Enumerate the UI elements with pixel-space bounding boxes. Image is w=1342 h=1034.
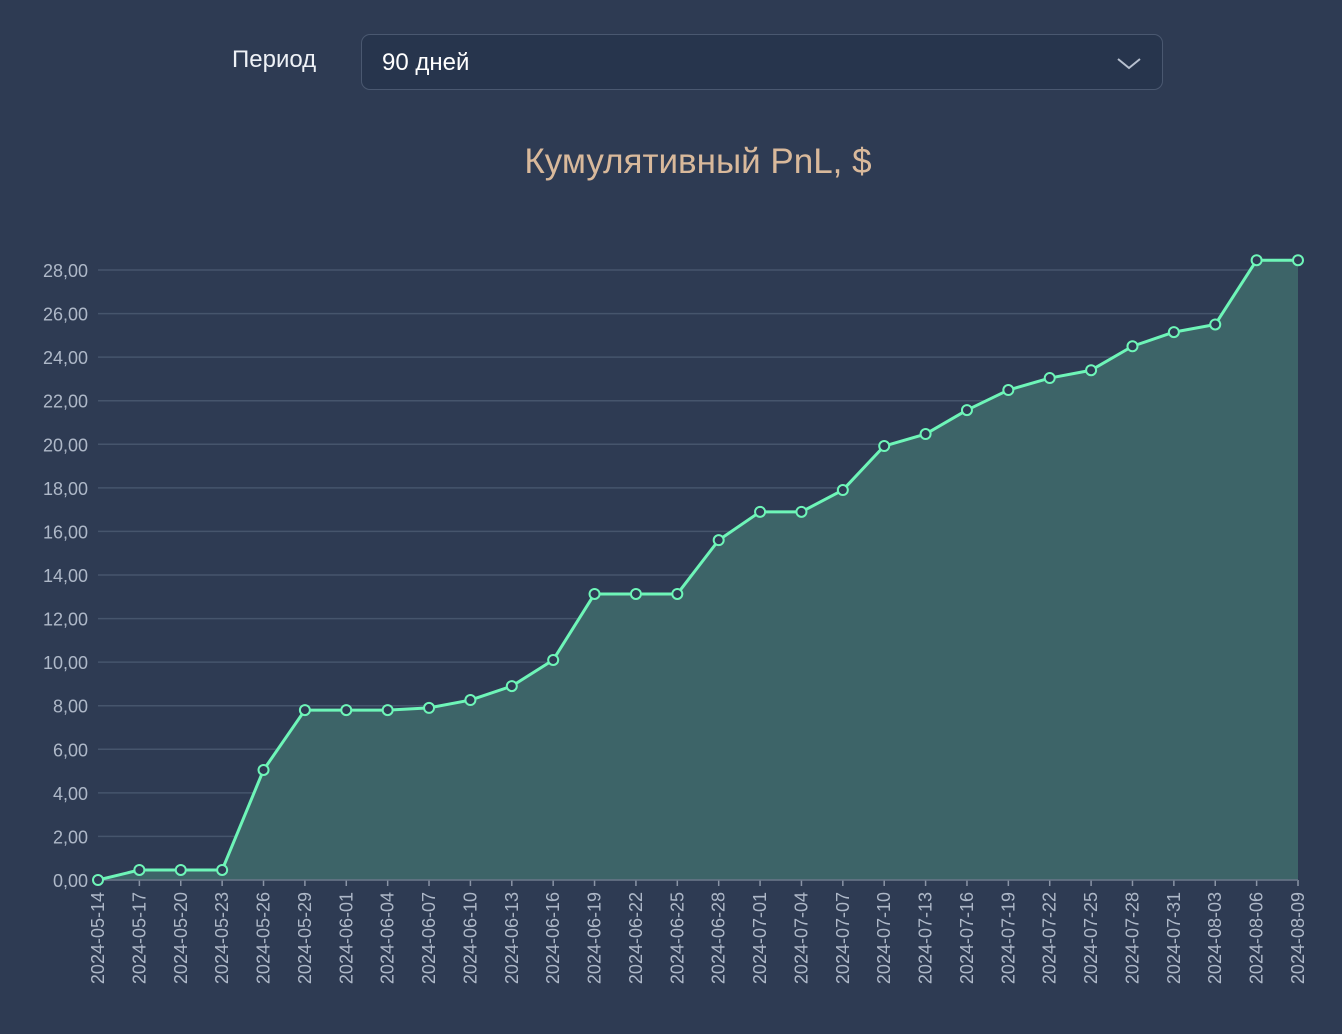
data-point bbox=[340, 704, 353, 717]
x-tick-label: 2024-07-22 bbox=[1040, 892, 1060, 984]
chart-title: Кумулятивный PnL, $ bbox=[524, 142, 872, 181]
y-tick-label: 0,00 bbox=[53, 871, 88, 891]
data-point bbox=[671, 587, 684, 600]
y-tick-label: 8,00 bbox=[53, 697, 88, 717]
data-point bbox=[423, 701, 436, 714]
data-point bbox=[1085, 364, 1098, 377]
data-point bbox=[464, 694, 477, 707]
period-label: Период bbox=[232, 46, 317, 73]
x-tick-label: 2024-07-31 bbox=[1164, 892, 1184, 984]
x-tick-label: 2024-07-28 bbox=[1122, 892, 1142, 984]
period-select-value: 90 дней bbox=[382, 49, 470, 76]
x-tick-label: 2024-07-16 bbox=[957, 892, 977, 984]
y-tick-label: 10,00 bbox=[43, 653, 88, 673]
x-tick-label: 2024-06-28 bbox=[709, 892, 729, 984]
x-tick-label: 2024-07-19 bbox=[998, 892, 1018, 984]
data-point bbox=[133, 863, 146, 876]
x-tick-label: 2024-06-10 bbox=[460, 892, 480, 984]
chevron-down-icon bbox=[1117, 58, 1141, 70]
data-point bbox=[174, 863, 187, 876]
x-tick-label: 2024-06-01 bbox=[336, 892, 356, 984]
y-tick-label: 26,00 bbox=[43, 305, 88, 325]
area-fill bbox=[98, 260, 1298, 881]
data-point bbox=[381, 704, 394, 717]
y-tick-label: 16,00 bbox=[43, 522, 88, 542]
data-point bbox=[1043, 372, 1056, 385]
data-point bbox=[629, 587, 642, 600]
data-point bbox=[1209, 318, 1222, 331]
y-tick-label: 22,00 bbox=[43, 392, 88, 412]
x-tick-label: 2024-05-17 bbox=[129, 892, 149, 984]
data-point bbox=[836, 484, 849, 497]
x-tick-label: 2024-06-04 bbox=[378, 892, 398, 984]
x-tick-label: 2024-08-09 bbox=[1288, 892, 1308, 984]
x-tick-label: 2024-08-03 bbox=[1205, 892, 1225, 984]
x-tick-label: 2024-07-10 bbox=[874, 892, 894, 984]
x-tick-label: 2024-05-14 bbox=[88, 892, 108, 984]
x-tick-label: 2024-07-01 bbox=[750, 892, 770, 984]
period-select[interactable]: 90 дней bbox=[361, 34, 1163, 90]
y-tick-label: 24,00 bbox=[43, 348, 88, 368]
x-tick-label: 2024-06-25 bbox=[667, 892, 687, 984]
data-point bbox=[588, 587, 601, 600]
x-tick-label: 2024-05-26 bbox=[254, 892, 274, 984]
y-tick-label: 28,00 bbox=[43, 261, 88, 281]
x-tick-label: 2024-06-22 bbox=[626, 892, 646, 984]
x-tick-label: 2024-08-06 bbox=[1247, 892, 1267, 984]
y-tick-label: 14,00 bbox=[43, 566, 88, 586]
data-point bbox=[1292, 254, 1304, 267]
x-tick-label: 2024-07-13 bbox=[916, 892, 936, 984]
data-point bbox=[547, 653, 560, 666]
x-tick-label: 2024-06-13 bbox=[502, 892, 522, 984]
y-tick-label: 6,00 bbox=[53, 740, 88, 760]
x-tick-label: 2024-05-23 bbox=[212, 892, 232, 984]
y-tick-label: 12,00 bbox=[43, 610, 88, 630]
x-tick-label: 2024-07-04 bbox=[791, 892, 811, 984]
data-point bbox=[960, 404, 973, 417]
data-point bbox=[754, 505, 767, 518]
x-tick-label: 2024-05-29 bbox=[295, 892, 315, 984]
data-point bbox=[216, 863, 229, 876]
data-point bbox=[1250, 254, 1263, 267]
x-tick-label: 2024-06-16 bbox=[543, 892, 563, 984]
x-tick-label: 2024-06-19 bbox=[585, 892, 605, 984]
y-tick-label: 2,00 bbox=[53, 827, 88, 847]
y-tick-label: 4,00 bbox=[53, 784, 88, 804]
data-point bbox=[1126, 340, 1139, 353]
y-tick-label: 20,00 bbox=[43, 435, 88, 455]
x-tick-label: 2024-07-25 bbox=[1081, 892, 1101, 984]
data-point bbox=[919, 428, 932, 441]
data-point bbox=[505, 680, 518, 693]
y-tick-label: 18,00 bbox=[43, 479, 88, 499]
data-point bbox=[878, 440, 891, 453]
data-point bbox=[257, 763, 270, 776]
x-tick-label: 2024-06-07 bbox=[419, 892, 439, 984]
x-tick-label: 2024-07-07 bbox=[833, 892, 853, 984]
data-point bbox=[298, 704, 311, 717]
data-point bbox=[1167, 326, 1180, 339]
series-line bbox=[97, 258, 1298, 882]
x-tick-label: 2024-05-20 bbox=[171, 892, 191, 984]
data-point bbox=[795, 505, 808, 518]
data-point bbox=[1002, 384, 1015, 397]
data-point bbox=[712, 534, 725, 547]
data-point bbox=[92, 874, 104, 886]
